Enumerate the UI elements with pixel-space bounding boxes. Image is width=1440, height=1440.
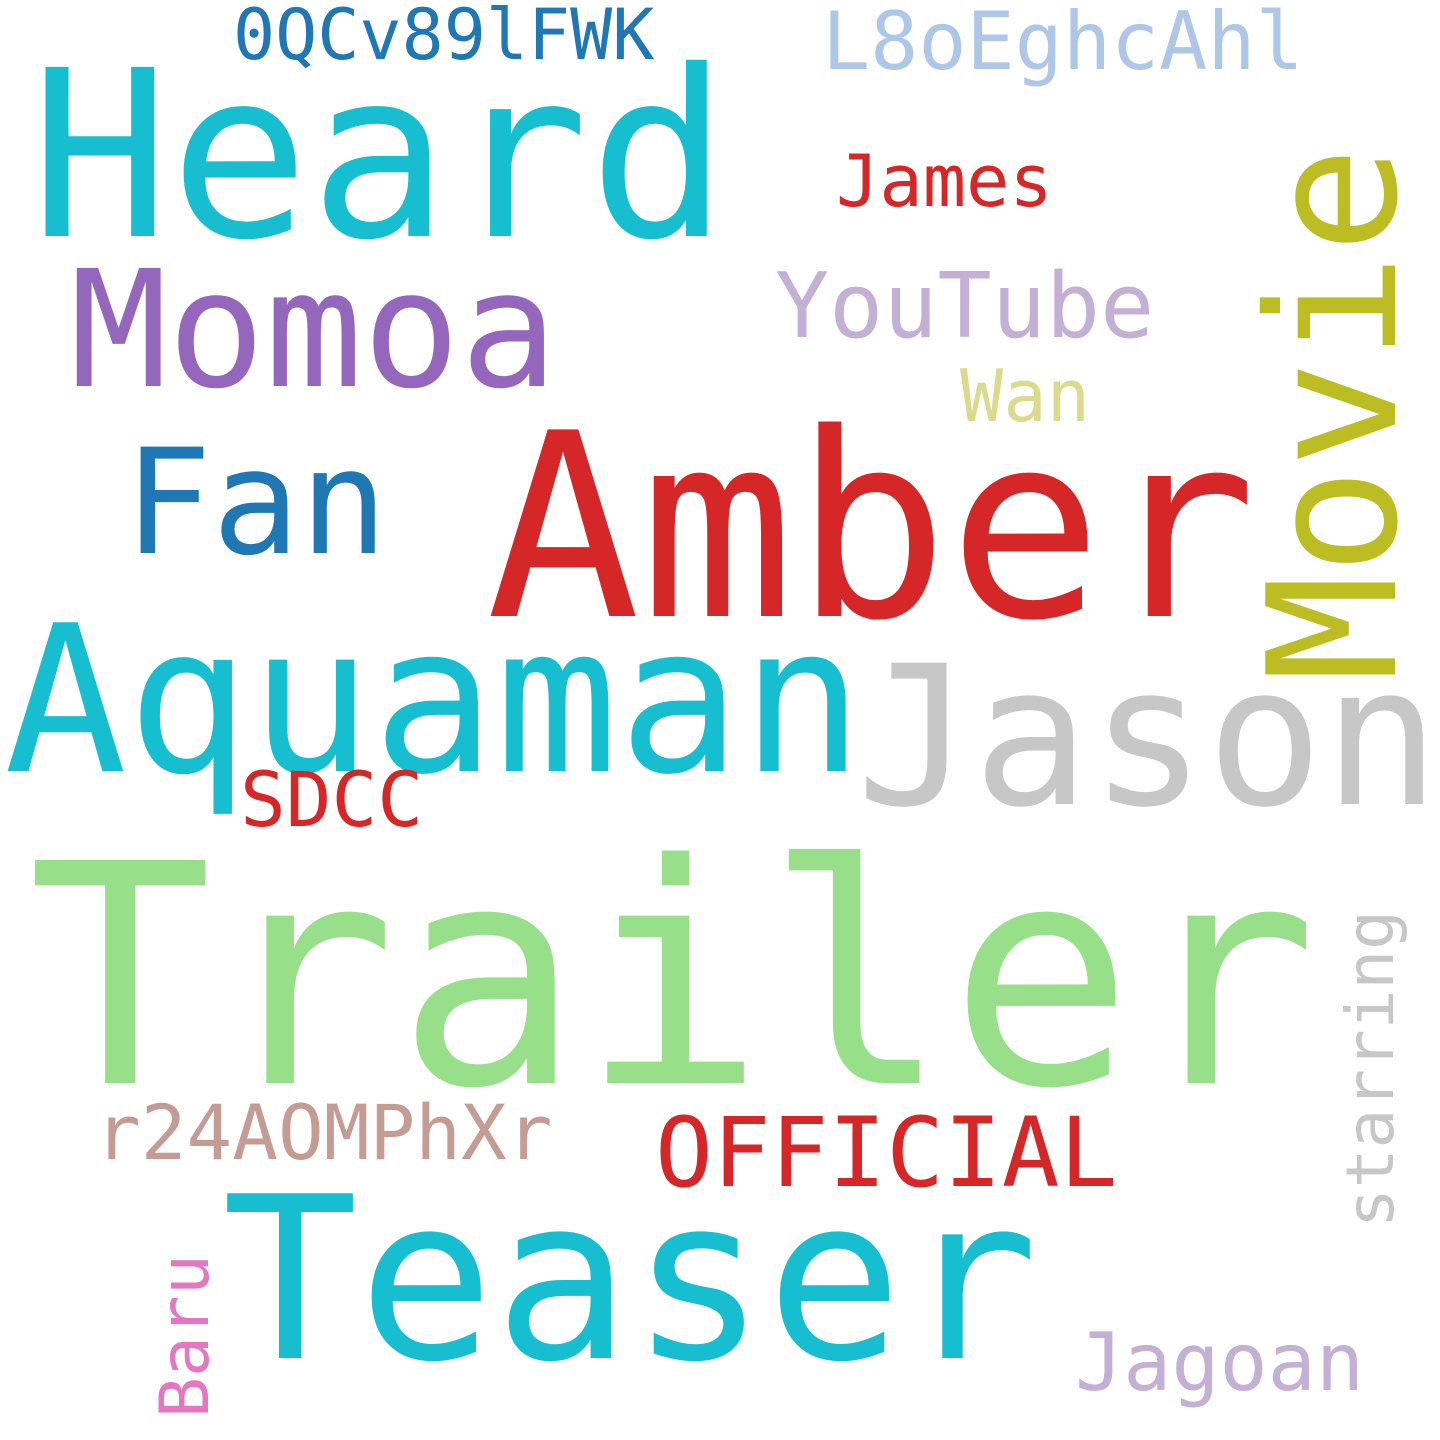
word-heard: Heard <box>30 21 729 291</box>
word-jagoan: Jagoan <box>1075 1316 1364 1409</box>
word-movie: Movie <box>1230 146 1437 682</box>
word-trailer: Trailer <box>28 800 1318 1156</box>
word-james: James <box>836 139 1053 223</box>
word-fan: Fan <box>124 418 388 588</box>
word-official: OFFICIAL <box>655 1097 1118 1209</box>
word-teaser: Teaser <box>222 1149 1039 1412</box>
word-youtube: YouTube <box>775 254 1155 359</box>
word-wan: Wan <box>960 354 1091 438</box>
word-L8oEghcAhl: L8oEghcAhl <box>822 0 1304 88</box>
word-starring: starring <box>1332 910 1409 1228</box>
word-jason: Jason <box>856 624 1440 850</box>
word-aquaman: Aquaman <box>4 583 864 820</box>
word-0QCv89lFWK: 0QCv89lFWK <box>233 0 655 76</box>
word-sdcc: SDCC <box>240 755 424 844</box>
word-amber: Amber <box>486 379 1257 677</box>
word-baru: Baru <box>146 1254 225 1418</box>
word-momoa: Momoa <box>70 237 558 425</box>
word-r24AOMPhXr: r24AOMPhXr <box>95 1088 553 1177</box>
